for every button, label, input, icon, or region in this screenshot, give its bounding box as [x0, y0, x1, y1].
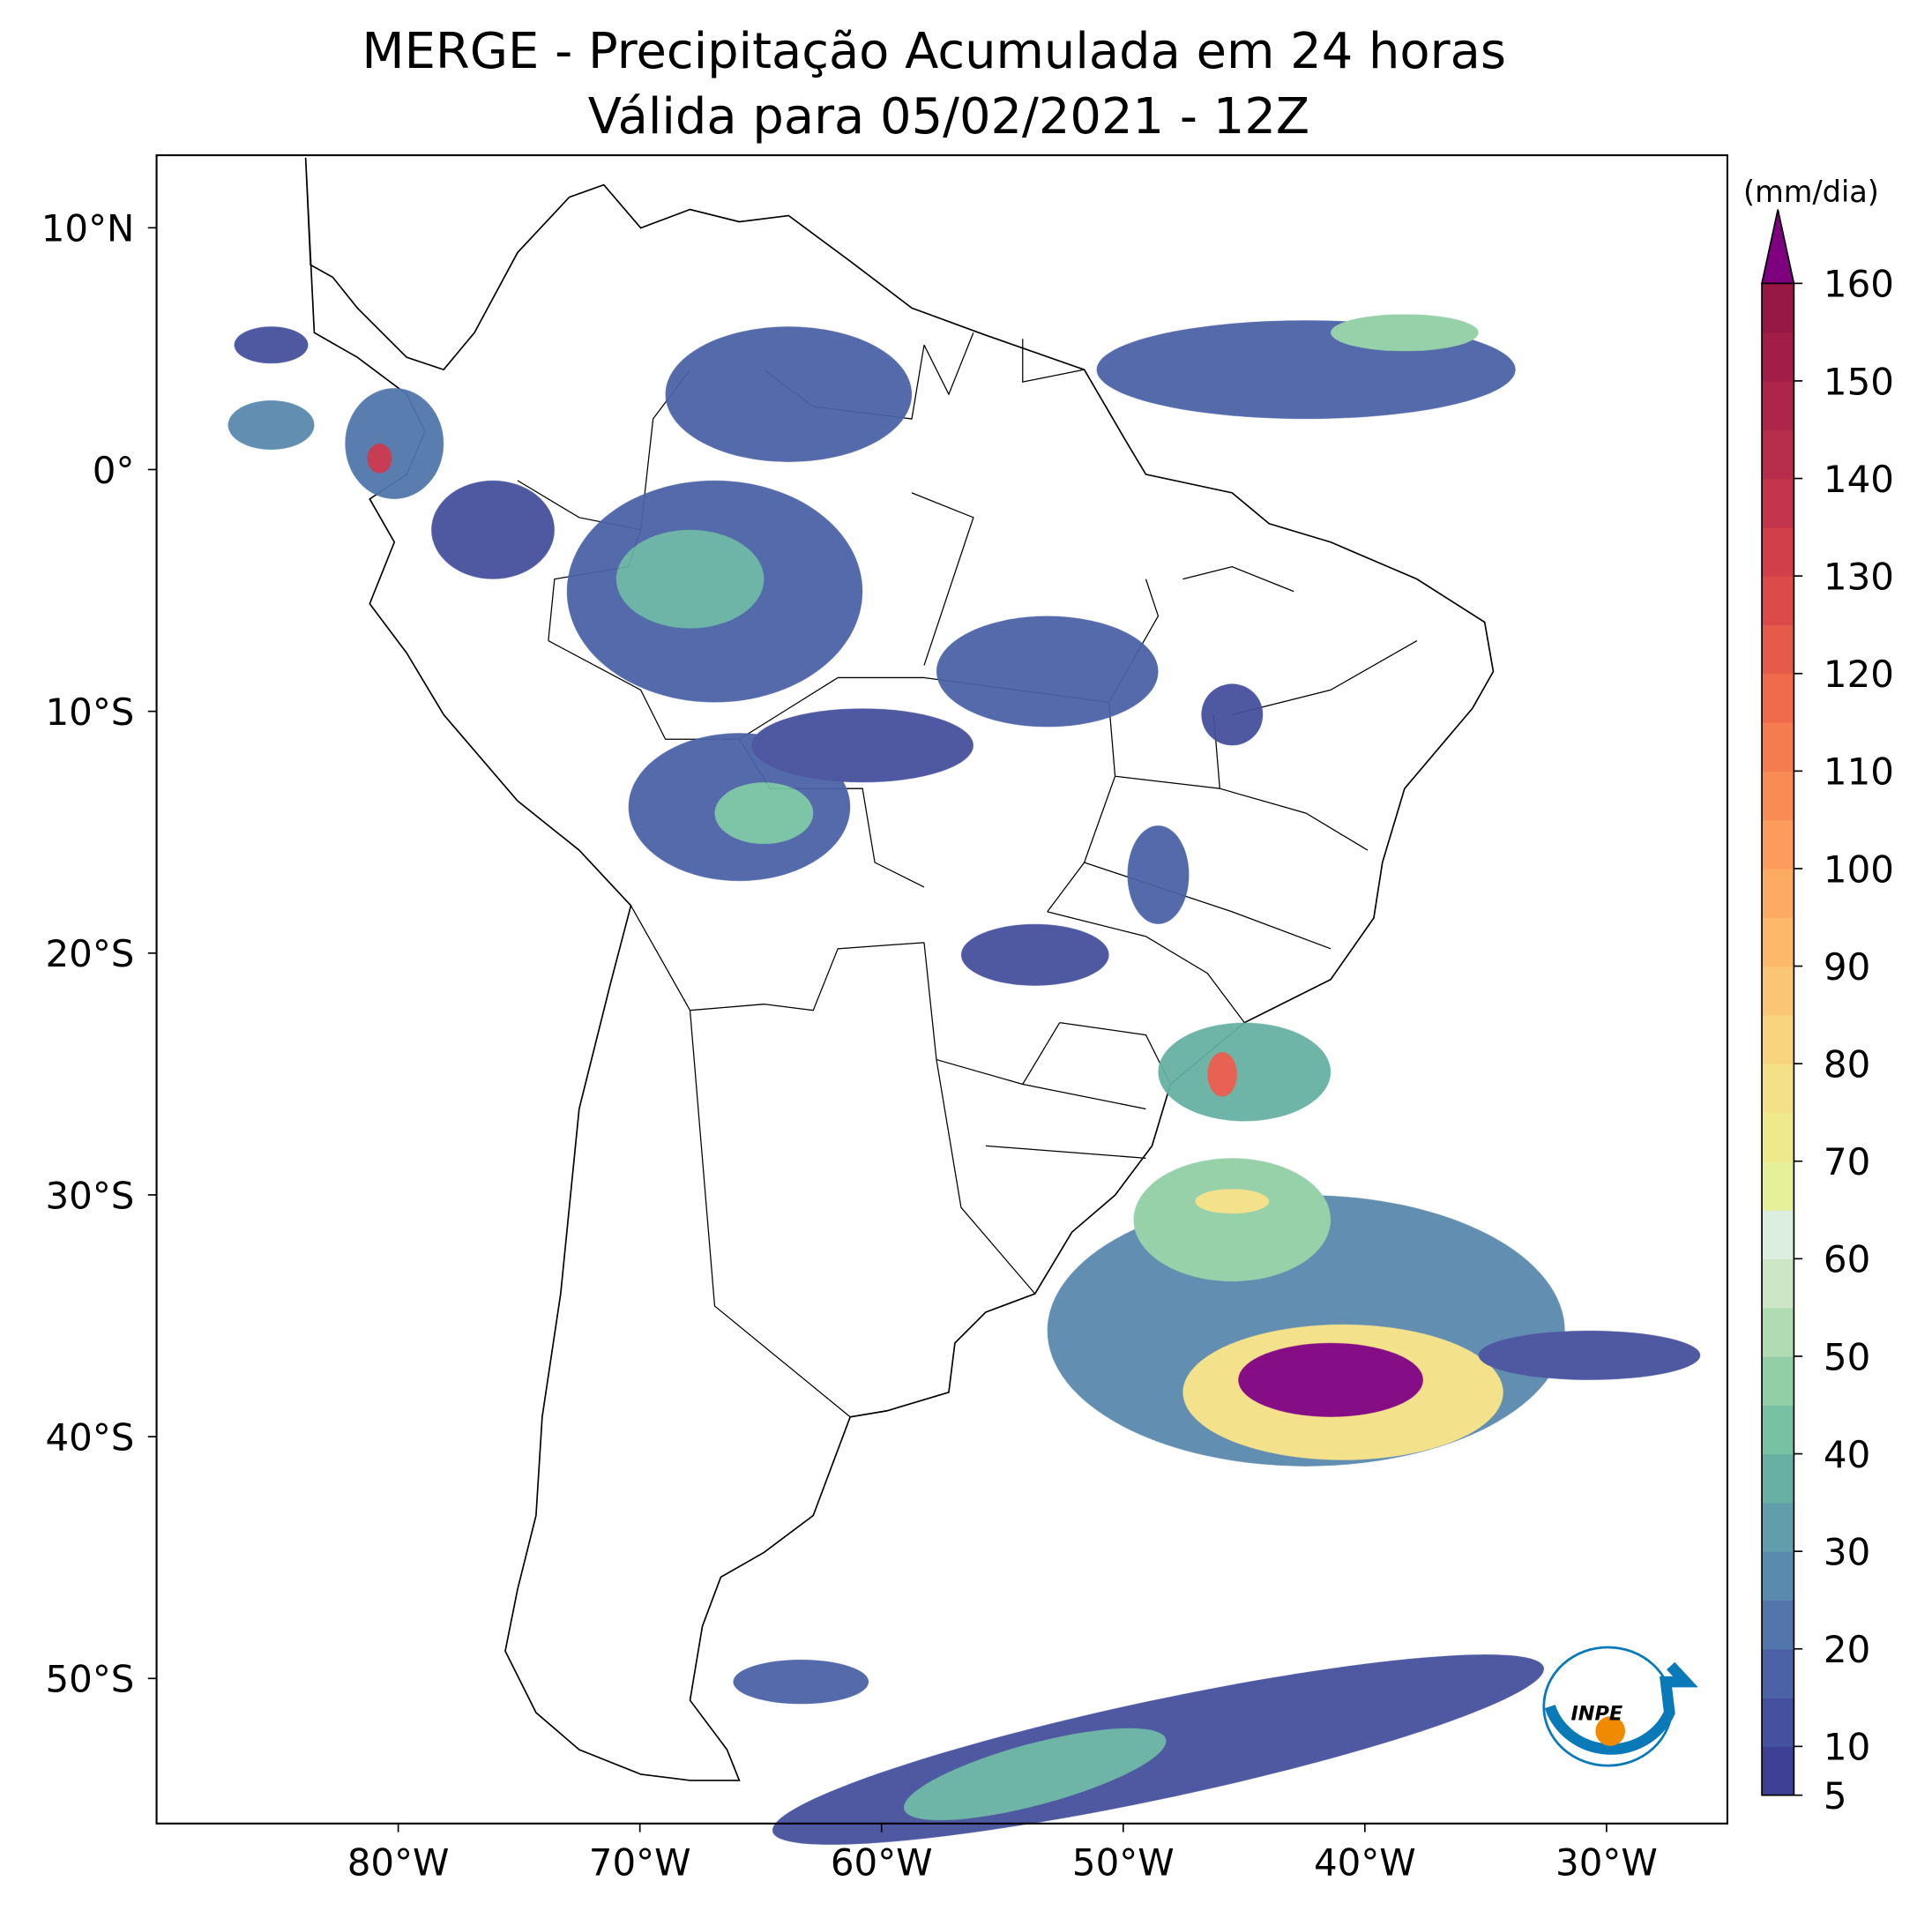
map-axes: 80°W 70°W 60°W 50°W 40°W 30°W 10°N 0° 10°S 20°S 30…	[41, 207, 1658, 1885]
colorbar-segment	[1762, 1405, 1794, 1455]
colorbar-segment	[1762, 624, 1794, 675]
colorbar-tick-label: 30	[1824, 1531, 1870, 1574]
colorbar-tick-label: 150	[1824, 360, 1894, 403]
x-tick-label: 30°W	[1555, 1840, 1658, 1884]
colorbar-tick-label: 120	[1824, 653, 1894, 696]
x-tick-label: 40°W	[1314, 1840, 1416, 1884]
logo: INPE	[1542, 1646, 1698, 1767]
colorbar-segment	[1762, 1551, 1794, 1601]
title-line: MERGE - Precipitação Acumulada em 24 hor…	[362, 23, 1506, 80]
y-tick-label: 10°N	[41, 207, 135, 250]
colorbar-segment	[1762, 966, 1794, 1016]
colorbar-label: (mm/dia)	[1743, 175, 1879, 209]
y-tick-label: 10°S	[46, 690, 135, 734]
colorbar-tick-label: 20	[1824, 1628, 1870, 1671]
colorbar-tick-label: 110	[1824, 750, 1894, 794]
x-tick-label: 70°W	[589, 1840, 691, 1884]
x-tick-label: 80°W	[347, 1840, 450, 1884]
y-tick-label: 40°S	[46, 1416, 135, 1459]
title-line: Válida para 05/02/2021 - 12Z	[588, 88, 1309, 146]
colorbar-segment	[1762, 1355, 1794, 1406]
colorbar-segment	[1762, 1064, 1794, 1114]
colorbar-segment	[1762, 1210, 1794, 1260]
colorbar-tick-label: 40	[1824, 1433, 1870, 1476]
colorbar-segment	[1762, 1307, 1794, 1357]
colorbar-tick-label: 60	[1824, 1238, 1870, 1281]
colorbar-tick-label: 5	[1824, 1774, 1847, 1818]
colorbar-frame	[1761, 282, 1795, 1796]
colorbar-segment	[1762, 1698, 1794, 1748]
colorbar-tick-label: 160	[1824, 263, 1894, 306]
x-tick-label: 60°W	[831, 1840, 933, 1884]
colorbar-segment	[1762, 576, 1794, 626]
colorbar-tick-label: 80	[1824, 1043, 1870, 1086]
colorbar-segment	[1762, 771, 1794, 821]
colorbar-segment	[1762, 1014, 1794, 1064]
colorbar: (mm/dia) 5 10 20 30 40 50 60 70 80 90 100 110 120 130…	[1743, 175, 1894, 1818]
colorbar-segment	[1762, 1453, 1794, 1504]
map: 80°W 70°W 60°W 50°W 40°W 30°W 10°N 0° 10°S 20°S 30…	[41, 153, 1728, 1885]
colorbar-tick-label: 130	[1824, 556, 1894, 599]
x-tick-label: 50°W	[1072, 1840, 1175, 1884]
colorbar-segment	[1762, 819, 1794, 870]
colorbar-tick-label: 100	[1824, 847, 1894, 891]
colorbar-segment	[1762, 1746, 1794, 1796]
colorbar-tick-label: 70	[1824, 1140, 1870, 1183]
colorbar-tick-label: 90	[1824, 945, 1870, 989]
colorbar-tick-label: 140	[1824, 458, 1894, 501]
colorbar-segment	[1762, 332, 1794, 382]
colorbar-segment	[1762, 1112, 1794, 1162]
y-tick-label: 30°S	[46, 1174, 135, 1217]
colorbar-tick-label: 10	[1824, 1726, 1870, 1769]
colorbar-segment	[1762, 1648, 1794, 1698]
y-tick-label: 0°	[93, 449, 135, 492]
colorbar-segment	[1762, 868, 1794, 918]
colorbar-segment	[1762, 673, 1794, 723]
colorbar-segment	[1762, 1161, 1794, 1211]
y-tick-label: 50°S	[46, 1658, 135, 1701]
colorbar-segment	[1762, 917, 1794, 967]
colorbar-segment	[1762, 526, 1794, 577]
y-tick-label: 20°S	[46, 932, 135, 975]
colorbar-segment	[1762, 1502, 1794, 1552]
colorbar-segment	[1762, 1258, 1794, 1309]
colorbar-segment	[1762, 283, 1794, 333]
colorbar-segment	[1762, 722, 1794, 773]
precipitation-field	[228, 314, 1701, 1845]
colorbar-segment	[1762, 380, 1794, 430]
colorbar-segment	[1762, 478, 1794, 528]
colorbar-tick-label: 50	[1824, 1335, 1870, 1378]
logo-text: INPE	[1571, 1702, 1623, 1725]
colorbar-segment	[1762, 429, 1794, 480]
colorbar-segment	[1762, 1600, 1794, 1650]
colorbar-extend	[1761, 209, 1795, 285]
map-frame	[155, 153, 1728, 1825]
